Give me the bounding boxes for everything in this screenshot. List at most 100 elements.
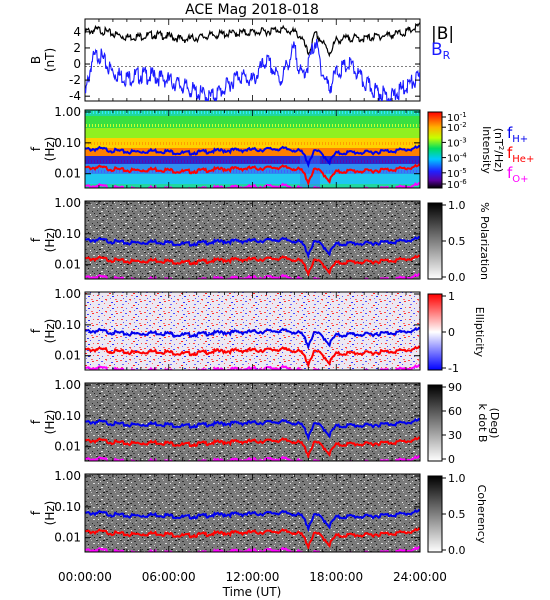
intensity-colorbar-tick-base: 10 xyxy=(447,180,460,191)
k-dot-b-colorbar-ticks: 90 60 30 0 xyxy=(442,381,462,466)
intensity-y-ticks: 1.00 0.10 0.01 xyxy=(54,105,420,181)
ellipticity-y-ticks: 1.00 0.10 0.01 xyxy=(54,287,420,363)
time-tick-label: 06:00:00 xyxy=(142,570,196,584)
ellipticity-f-he-line xyxy=(85,345,420,369)
legend-b-total: |B| xyxy=(431,24,454,44)
colorbar-tick-label: 0.0 xyxy=(448,544,466,557)
intensity-colorbar-ticks: 10-110-210-310-410-510-6 xyxy=(442,111,467,191)
coherency-f-he-line xyxy=(85,527,420,551)
polarization-colorbar-title: % Polarization xyxy=(478,202,491,280)
intensity-colorbar-tick-base: 10 xyxy=(447,123,460,134)
intensity-colorbar-tick-label: 10-1 xyxy=(447,111,467,124)
ellipticity-ylabel: f xyxy=(29,328,43,333)
b-y-ticks: 4 2 0 -2 -4 xyxy=(69,25,420,103)
coherency-colorbar-ticks: 1.0 0.5 0.0 xyxy=(442,472,466,557)
intensity-colorbar xyxy=(427,111,443,189)
b-y-tick-label: 4 xyxy=(73,25,81,39)
k-dot-b-f-he-line xyxy=(85,436,420,460)
intensity-colorbar-tick-exp: -2 xyxy=(460,121,467,129)
ellipticity-f-h-line xyxy=(85,326,420,351)
k-dot-b-colorbar-title: k dot B xyxy=(476,404,489,443)
k-dot-b-colorbar-unit: (Deg) xyxy=(488,408,501,439)
time-tick-label: 24:00:00 xyxy=(393,570,447,584)
intensity-event-band xyxy=(300,155,320,188)
coherency-colorbar xyxy=(427,475,443,553)
freq-y-tick-label: 0.10 xyxy=(54,500,81,514)
k-dot-b-ylabel: f xyxy=(29,419,43,424)
x-axis-label: Time (UT) xyxy=(222,585,282,599)
ellipticity-colorbar xyxy=(427,293,443,371)
intensity-colorbar-title: Intensity xyxy=(480,126,493,174)
coherency-yunit: (Hz) xyxy=(43,501,57,526)
intensity-colorbar-tick-label: 10-2 xyxy=(447,121,467,134)
polarization-colorbar xyxy=(427,202,443,280)
time-tick-label: 00:00:00 xyxy=(58,570,112,584)
legend-b-radial: BR xyxy=(431,40,451,62)
legend-f-o-base: f xyxy=(507,164,513,182)
polarization-f-h-line xyxy=(85,235,420,260)
freq-y-tick-label: 1.00 xyxy=(54,378,81,392)
polarization-y-ticks: 1.00 0.10 0.01 xyxy=(54,196,420,272)
freq-y-tick-label: 0.01 xyxy=(54,349,81,363)
colorbar-tick-label: 0 xyxy=(448,453,455,466)
b-yunit: (nT) xyxy=(43,48,57,72)
colorbar-tick-label: 0.5 xyxy=(448,235,466,248)
b-y-tick-label: -4 xyxy=(69,89,81,103)
freq-y-tick-label: 1.00 xyxy=(54,105,81,119)
k-dot-b-yunit: (Hz) xyxy=(43,410,57,435)
colorbar-tick-label: 90 xyxy=(448,381,462,394)
freq-y-tick-label: 0.10 xyxy=(54,227,81,241)
intensity-colorbar-unit-exp: 2 xyxy=(497,146,505,150)
freq-y-tick-label: 0.01 xyxy=(54,167,81,181)
coherency-panel: 1.00 0.10 0.01 f (Hz) 1.0 0.5 0.0 Coherency xyxy=(29,469,488,557)
polarization-colorbar-ticks: 1.0 0.5 0.0 xyxy=(442,199,466,284)
coherency-f-h-line xyxy=(85,508,420,533)
ellipticity-colorbar-title: Ellipticity xyxy=(473,307,486,358)
colorbar-tick-label: -1 xyxy=(448,362,459,375)
intensity-colorbar-tick-base: 10 xyxy=(447,154,460,165)
polarization-yunit: (Hz) xyxy=(43,228,57,253)
legend-b-radial-sub: R xyxy=(443,49,451,62)
legend-f-h-base: f xyxy=(507,124,513,142)
intensity-panel: 1.000.100.01 f (Hz) 10-110-210-310-410-5… xyxy=(29,105,534,191)
ellipticity-yunit: (Hz) xyxy=(43,319,57,344)
freq-y-tick-label: 1.00 xyxy=(54,287,81,301)
freq-y-tick-label: 0.10 xyxy=(54,318,81,332)
freq-y-tick-label: 1.00 xyxy=(54,469,81,483)
intensity-colorbar-unit: (nT2/Hz) xyxy=(492,128,505,173)
b-y-tick-label: 0 xyxy=(73,57,81,71)
intensity-colorbar-tick-base: 10 xyxy=(447,138,460,149)
coherency-ylabel: f xyxy=(29,510,43,515)
coherency-colorbar-title: Coherency xyxy=(475,485,488,544)
colorbar-tick-label: 0 xyxy=(448,326,455,339)
intensity-f-h-line xyxy=(85,144,420,169)
legend-f-he-sub: He+ xyxy=(512,154,534,165)
legend-f-h: fH+ xyxy=(507,124,528,145)
legend-b-radial-base: B xyxy=(431,40,443,60)
polarization-panel: 1.00 0.10 0.01 f (Hz) 1.0 0.5 0.0 % Polariza… xyxy=(29,196,491,284)
b-ylabel: B xyxy=(29,56,43,64)
freq-y-tick-label: 0.01 xyxy=(54,531,81,545)
intensity-colorbar-tick-exp: -6 xyxy=(460,178,468,186)
freq-y-tick-label: 0.01 xyxy=(54,258,81,272)
ellipticity-colorbar-ticks: 1 0 -1 xyxy=(442,290,459,375)
freq-y-tick-label: 1.00 xyxy=(54,196,81,210)
colorbar-tick-label: 0.0 xyxy=(448,271,466,284)
time-tick-label: 12:00:00 xyxy=(226,570,280,584)
intensity-colorbar-tick-label: 10-6 xyxy=(447,178,467,191)
intensity-colorbar-tick-exp: -4 xyxy=(460,152,468,160)
k-dot-b-f-h-line xyxy=(85,417,420,442)
freq-y-tick-label: 0.01 xyxy=(54,440,81,454)
b-total-line xyxy=(85,22,420,58)
colorbar-tick-label: 60 xyxy=(448,405,462,418)
intensity-colorbar-tick-label: 10-4 xyxy=(447,152,467,165)
colorbar-tick-label: 1.0 xyxy=(448,199,466,212)
intensity-yunit: (Hz) xyxy=(43,137,57,162)
legend-f-o: fO+ xyxy=(507,164,529,185)
b-field-panel: 420-2-4 B (nT) |B| BR xyxy=(29,18,454,103)
intensity-colorbar-tick-exp: -1 xyxy=(460,111,467,119)
b-radial-line xyxy=(85,38,420,101)
intensity-colorbar-tick-exp: -3 xyxy=(460,136,467,144)
legend-f-o-sub: O+ xyxy=(512,174,528,185)
